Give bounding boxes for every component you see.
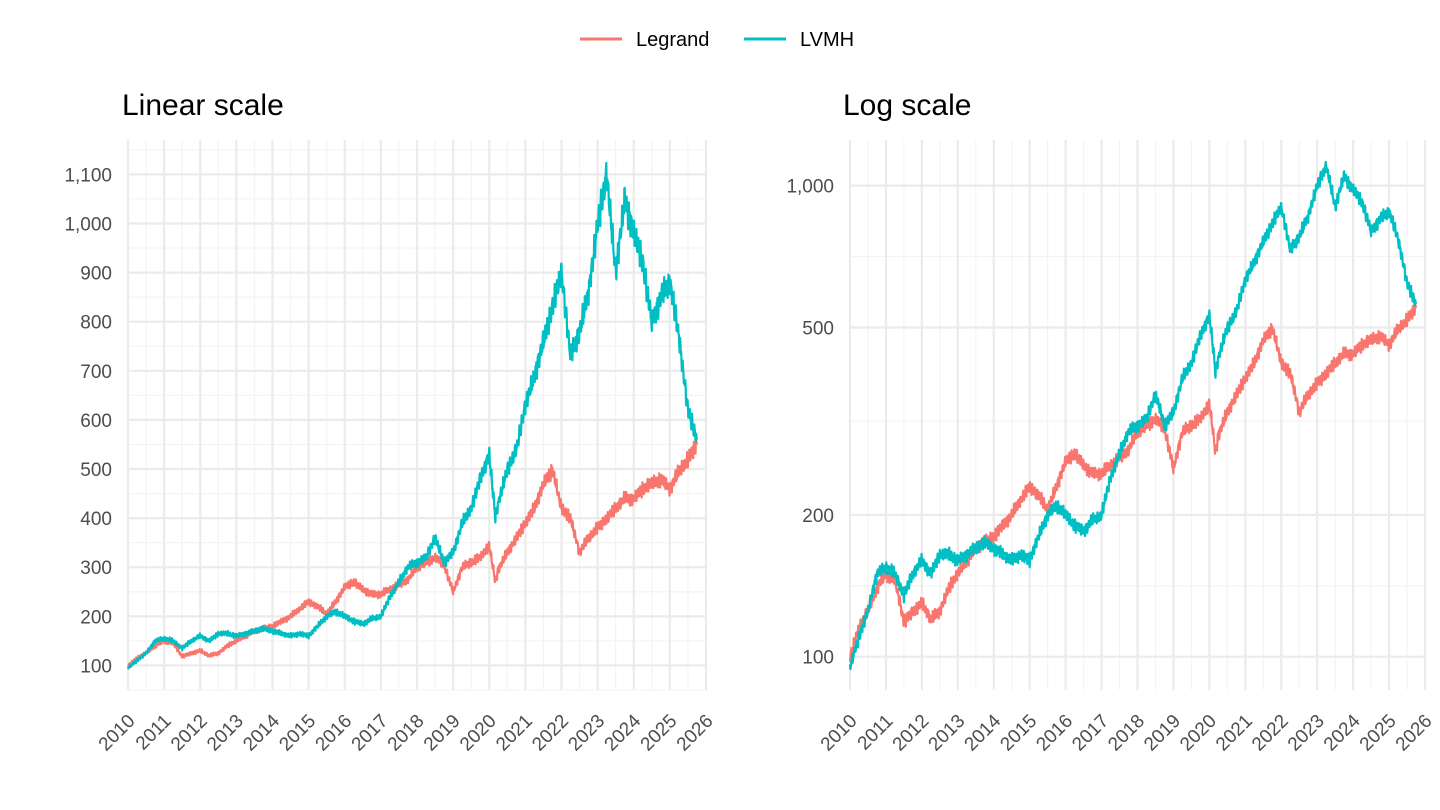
y-tick-label: 100 bbox=[802, 648, 834, 669]
x-tick-label: 2011 bbox=[132, 711, 176, 755]
x-tick-label: 2024 bbox=[1320, 710, 1365, 755]
x-tick-label: 2015 bbox=[275, 711, 320, 756]
series-line-lvmh bbox=[848, 160, 1418, 671]
x-tick-label: 2013 bbox=[203, 711, 248, 756]
x-tick-label: 2025 bbox=[1356, 711, 1401, 756]
legend-label-legrand: Legrand bbox=[636, 29, 709, 51]
log-scale-panel: Log scale 201020112012201320142015201620… bbox=[786, 89, 1436, 755]
x-tick-label: 2016 bbox=[312, 711, 357, 756]
y-tick-label: 400 bbox=[80, 509, 112, 530]
x-tick-label: 2016 bbox=[1032, 711, 1077, 756]
y-tick-label: 300 bbox=[80, 558, 112, 579]
x-tick-label: 2024 bbox=[601, 710, 646, 755]
legend: Legrand LVMH bbox=[580, 29, 854, 51]
x-tick-label: 2021 bbox=[492, 711, 537, 756]
series-line-legrand bbox=[848, 303, 1418, 663]
x-tick-label: 2012 bbox=[889, 711, 934, 756]
x-tick-label: 2020 bbox=[1176, 711, 1221, 756]
y-tick-label: 100 bbox=[80, 656, 112, 677]
linear-panel-title: Linear scale bbox=[122, 89, 284, 122]
x-tick-label: 2010 bbox=[817, 711, 862, 756]
x-tick-label: 2022 bbox=[528, 711, 573, 756]
x-tick-label: 2014 bbox=[961, 710, 1006, 755]
log-panel-title: Log scale bbox=[843, 89, 971, 122]
y-tick-label: 800 bbox=[80, 313, 112, 334]
x-tick-label: 2026 bbox=[673, 711, 718, 756]
x-tick-label: 2019 bbox=[420, 711, 465, 756]
x-tick-label: 2021 bbox=[1212, 711, 1257, 756]
series-line-lvmh bbox=[126, 161, 699, 670]
y-tick-label: 600 bbox=[80, 411, 112, 432]
y-tick-label: 500 bbox=[802, 318, 834, 339]
x-tick-label: 2025 bbox=[637, 711, 682, 756]
x-tick-label: 2022 bbox=[1248, 711, 1293, 756]
gridlines bbox=[848, 140, 1427, 690]
series-line-legrand bbox=[127, 439, 699, 668]
y-tick-label: 1,000 bbox=[64, 214, 112, 235]
y-tick-label: 200 bbox=[80, 607, 112, 628]
y-tick-label: 200 bbox=[802, 506, 834, 527]
x-tick-label: 2020 bbox=[456, 711, 501, 756]
x-tick-label: 2023 bbox=[1284, 711, 1329, 756]
x-tick-label: 2019 bbox=[1140, 711, 1185, 756]
x-tick-label: 2018 bbox=[384, 711, 429, 756]
x-tick-label: 2018 bbox=[1104, 711, 1149, 756]
x-tick-label: 2015 bbox=[996, 711, 1041, 756]
x-tick-label: 2012 bbox=[167, 711, 212, 756]
gridlines bbox=[126, 140, 708, 691]
linear-scale-panel: Linear scale 201020112012201320142015201… bbox=[64, 89, 717, 755]
y-tick-label: 500 bbox=[80, 460, 112, 481]
x-tick-label: 2013 bbox=[925, 711, 970, 756]
x-tick-label: 2010 bbox=[95, 711, 140, 756]
y-tick-label: 1,100 bbox=[64, 165, 112, 186]
x-tick-label: 2017 bbox=[1068, 711, 1113, 756]
legend-label-lvmh: LVMH bbox=[800, 29, 854, 51]
x-tick-label: 2011 bbox=[854, 711, 898, 755]
x-tick-label: 2014 bbox=[239, 710, 284, 755]
y-tick-label: 700 bbox=[80, 362, 112, 383]
x-tick-label: 2017 bbox=[348, 711, 393, 756]
y-tick-label: 1,000 bbox=[786, 177, 834, 198]
x-tick-label: 2023 bbox=[564, 711, 609, 756]
x-tick-label: 2026 bbox=[1392, 711, 1437, 756]
y-tick-label: 900 bbox=[80, 264, 112, 285]
